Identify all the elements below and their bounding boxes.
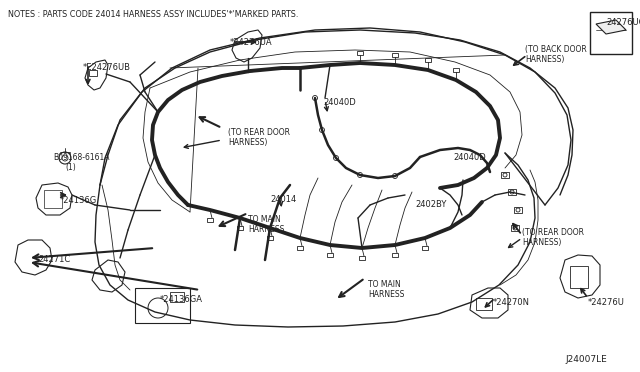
Text: (TO BACK DOOR: (TO BACK DOOR [525, 45, 587, 54]
Bar [570, 266, 588, 288]
Bar [170, 292, 184, 302]
Text: HARNESS): HARNESS) [522, 238, 561, 247]
Text: HARNESS: HARNESS [248, 225, 284, 234]
Bar [453, 68, 459, 72]
Bar [508, 189, 516, 195]
Text: (1): (1) [65, 163, 76, 172]
Text: TO MAIN: TO MAIN [368, 280, 401, 289]
Bar [357, 51, 363, 55]
Bar [44, 190, 62, 208]
Text: *24276U: *24276U [588, 298, 625, 307]
Bar [590, 12, 632, 54]
Bar [267, 236, 273, 240]
Text: NOTES : PARTS CODE 24014 HARNESS ASSY INCLUDES'*'MARKED PARTS.: NOTES : PARTS CODE 24014 HARNESS ASSY IN… [8, 10, 298, 19]
Text: *E24276UB: *E24276UB [83, 63, 131, 72]
Bar [359, 256, 365, 260]
Text: *24270N: *24270N [493, 298, 530, 307]
Text: J24007LE: J24007LE [565, 355, 607, 364]
Polygon shape [596, 20, 626, 34]
Bar [425, 58, 431, 62]
Bar [422, 246, 428, 250]
Bar [511, 225, 519, 231]
Text: 24040D: 24040D [453, 153, 486, 162]
Text: HARNESS): HARNESS) [228, 138, 268, 147]
Text: *24136GA: *24136GA [160, 295, 203, 304]
Text: *24136G: *24136G [60, 196, 97, 205]
Text: 24014: 24014 [270, 195, 296, 204]
Bar [297, 246, 303, 250]
Bar [501, 172, 509, 178]
Bar [476, 298, 492, 310]
Text: 2402BY: 2402BY [415, 200, 446, 209]
Bar [135, 288, 190, 323]
Text: *24276UA: *24276UA [230, 38, 273, 47]
Text: 24040D: 24040D [323, 98, 356, 107]
Text: 24271C: 24271C [38, 255, 70, 264]
Bar [392, 53, 398, 57]
Bar [237, 226, 243, 230]
Bar [89, 70, 97, 76]
Text: TO MAIN: TO MAIN [248, 215, 281, 224]
Text: (TO REAR DOOR: (TO REAR DOOR [522, 228, 584, 237]
Text: (TO REAR DOOR: (TO REAR DOOR [228, 128, 290, 137]
Text: 24276UC: 24276UC [606, 18, 640, 27]
Bar [392, 253, 398, 257]
Text: HARNESS): HARNESS) [525, 55, 564, 64]
Bar [514, 207, 522, 213]
Text: HARNESS: HARNESS [368, 290, 404, 299]
Bar [207, 218, 213, 222]
Text: B09168-6161A: B09168-6161A [53, 153, 109, 162]
Bar [327, 253, 333, 257]
